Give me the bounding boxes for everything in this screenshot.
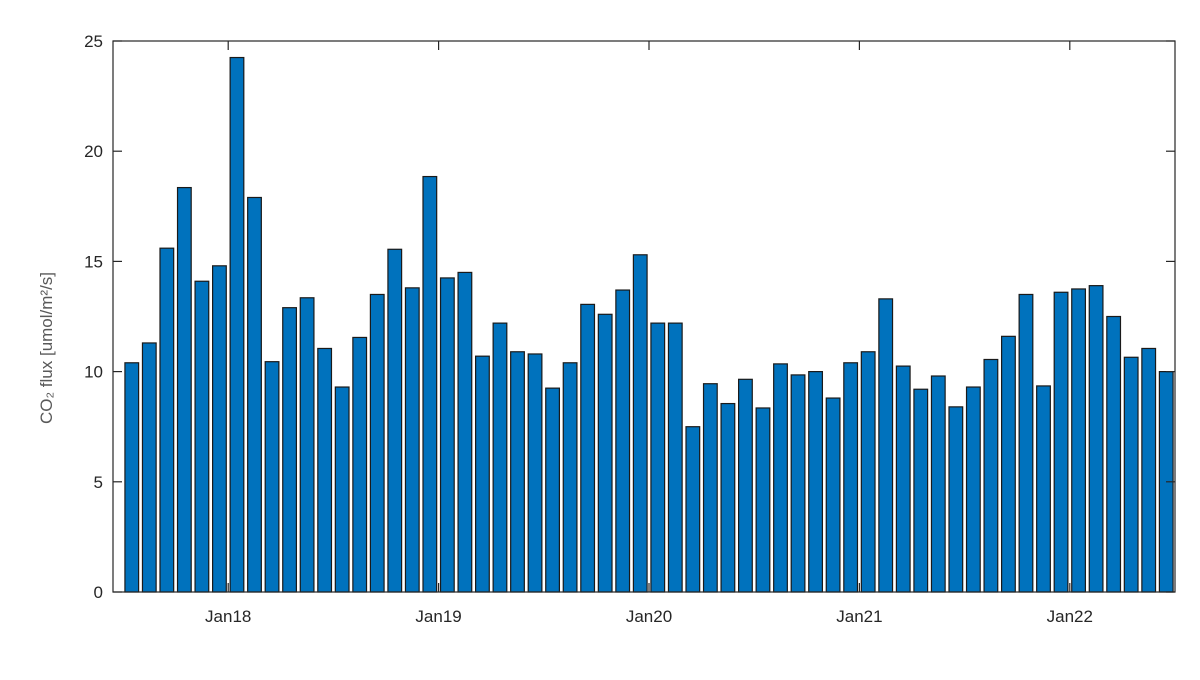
bar bbox=[194, 280, 210, 593]
x-tick-label: Jan18 bbox=[205, 607, 251, 626]
plot-frame bbox=[112, 40, 1176, 593]
bar bbox=[667, 322, 683, 593]
bar bbox=[615, 289, 631, 593]
bar bbox=[562, 362, 578, 593]
bar bbox=[632, 254, 648, 593]
bar bbox=[843, 362, 859, 593]
x-tick-label: Jan19 bbox=[415, 607, 461, 626]
bar bbox=[247, 196, 262, 593]
bar bbox=[229, 56, 245, 593]
bar bbox=[1088, 285, 1104, 593]
bar bbox=[317, 347, 333, 593]
bar bbox=[755, 407, 771, 593]
bar bbox=[650, 322, 666, 593]
y-tick-label: 25 bbox=[84, 32, 103, 51]
ticks-layer: 0 5 10 15 20 25 Jan18 Jan19 Jan20 Jan21 Jan22 bbox=[84, 32, 1175, 626]
y-tick-label: 5 bbox=[94, 473, 103, 492]
bar bbox=[1036, 385, 1051, 593]
bar bbox=[176, 186, 192, 593]
bar bbox=[334, 386, 350, 593]
bar bbox=[1018, 293, 1034, 593]
y-tick-label: 20 bbox=[84, 142, 103, 161]
x-tick-label: Jan20 bbox=[626, 607, 672, 626]
bar bbox=[1141, 347, 1157, 593]
y-axis-title: CO₂ flux [umol/m²/s] bbox=[37, 272, 56, 424]
bar bbox=[159, 247, 175, 593]
bar bbox=[580, 303, 596, 593]
bar bbox=[439, 277, 455, 593]
bar bbox=[1106, 315, 1122, 593]
y-tick-label: 10 bbox=[84, 363, 103, 382]
bar bbox=[422, 175, 438, 593]
bar bbox=[212, 265, 227, 593]
bar bbox=[737, 378, 753, 593]
bar bbox=[685, 426, 701, 593]
bar bbox=[124, 362, 140, 593]
bar bbox=[930, 375, 946, 593]
bar bbox=[299, 297, 315, 593]
bar bbox=[387, 248, 403, 593]
bar bbox=[1071, 288, 1087, 593]
bar bbox=[492, 322, 508, 593]
bar bbox=[878, 298, 894, 593]
bar bbox=[860, 351, 876, 593]
bar bbox=[825, 397, 841, 593]
bar bbox=[597, 313, 613, 593]
bar bbox=[773, 363, 788, 593]
bars-layer bbox=[124, 56, 1174, 593]
bar bbox=[702, 383, 718, 593]
bar bbox=[369, 293, 385, 593]
bar bbox=[352, 336, 368, 593]
bar bbox=[983, 358, 999, 593]
x-tick-label: Jan21 bbox=[836, 607, 882, 626]
bar bbox=[510, 351, 525, 593]
bar bbox=[545, 387, 561, 593]
bar bbox=[948, 406, 964, 593]
bar bbox=[141, 342, 157, 593]
bar bbox=[720, 402, 736, 593]
y-tick-label: 0 bbox=[94, 583, 103, 602]
bar bbox=[1053, 291, 1069, 593]
x-tick-label: Jan22 bbox=[1047, 607, 1093, 626]
bar bbox=[895, 365, 911, 593]
bar bbox=[404, 287, 420, 593]
bar bbox=[790, 374, 806, 593]
axes-layer bbox=[112, 40, 1176, 593]
bar bbox=[808, 371, 824, 593]
bar bbox=[913, 388, 929, 593]
bar bbox=[282, 307, 298, 593]
bar bbox=[457, 271, 473, 593]
bar bbox=[1000, 335, 1016, 593]
bar bbox=[527, 353, 543, 593]
bar bbox=[264, 361, 280, 593]
bar bbox=[965, 386, 981, 593]
bar bbox=[475, 355, 490, 593]
bar bbox=[1123, 356, 1139, 593]
y-tick-label: 15 bbox=[84, 252, 103, 271]
